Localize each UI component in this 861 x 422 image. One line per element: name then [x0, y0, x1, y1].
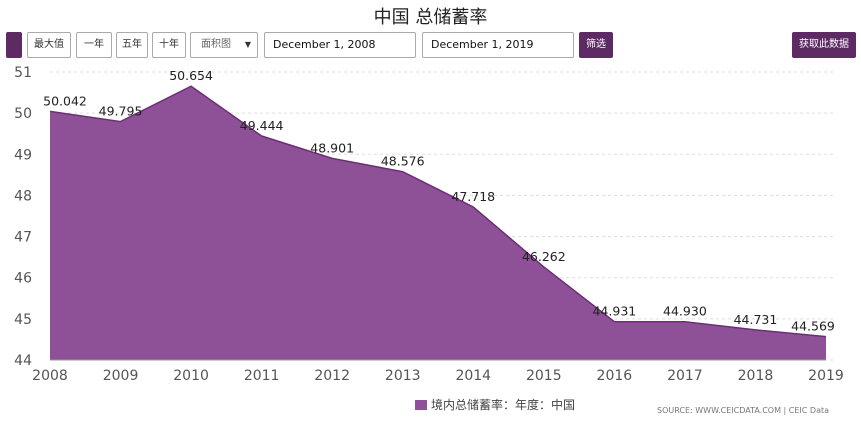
data-label: 46.262: [522, 249, 566, 264]
y-tick-label: 48: [14, 188, 32, 204]
get-data-button[interactable]: 获取此数据: [792, 32, 856, 58]
data-label: 49.795: [99, 104, 143, 119]
y-tick-label: 45: [14, 312, 32, 328]
filter-button[interactable]: 筛选: [579, 32, 613, 58]
chart-type-select[interactable]: 面积图 ▼: [190, 32, 258, 58]
data-label: 50.042: [43, 93, 87, 108]
x-tick-label: 2014: [455, 368, 491, 384]
y-tick-label: 44: [14, 353, 32, 369]
data-label: 44.931: [592, 304, 636, 319]
data-label: 44.569: [791, 319, 835, 334]
data-label: 48.901: [310, 140, 354, 155]
legend-label: 境内总储蓄率：年度：中国: [431, 398, 576, 412]
area-layer: [49, 85, 827, 361]
x-tick-label: 2010: [173, 368, 209, 384]
y-tick-label: 46: [14, 271, 32, 287]
series-line: [49, 85, 827, 338]
area-fill: [50, 86, 826, 361]
range-1y-button[interactable]: 一年: [76, 32, 112, 58]
x-tick-label: 2015: [526, 368, 562, 384]
x-tick-label: 2008: [32, 368, 68, 384]
y-tick-label: 47: [14, 230, 32, 246]
x-tick-label: 2009: [103, 368, 139, 384]
data-label: 44.731: [734, 312, 778, 327]
y-tick-label: 51: [14, 65, 32, 81]
range-max-button[interactable]: 最大值: [27, 32, 71, 58]
x-tick-label: 2017: [667, 368, 703, 384]
source-note: SOURCE: WWW.CEICDATA.COM | CEIC Data: [657, 406, 830, 415]
legend-swatch: [415, 400, 427, 410]
end-date-input[interactable]: December 1, 2019: [422, 32, 574, 58]
caret-down-icon: ▼: [244, 40, 251, 49]
x-axis: 2008 2009 2010 2011 2012 2013 2014 2015 2016 2017…: [32, 359, 844, 384]
y-axis: 44 45 46 47 48 49 50 51: [14, 65, 32, 369]
collapse-button[interactable]: [6, 32, 22, 58]
chart-type-value: 面积图: [201, 39, 231, 50]
chart-title: 中国 总储蓄率: [373, 7, 488, 28]
x-tick-label: 2011: [244, 368, 280, 384]
x-tick-label: 2019: [808, 368, 844, 384]
start-date-input[interactable]: December 1, 2008: [264, 32, 416, 58]
y-tick-label: 49: [14, 147, 32, 163]
range-5y-button[interactable]: 五年: [116, 32, 148, 58]
y-tick-label: 50: [14, 106, 32, 122]
data-label: 44.930: [663, 304, 707, 319]
data-label: 48.576: [381, 154, 425, 169]
data-label: 49.444: [240, 118, 284, 133]
x-tick-label: 2016: [597, 368, 633, 384]
range-10y-button[interactable]: 十年: [152, 32, 186, 58]
x-tick-label: 2012: [314, 368, 350, 384]
x-tick-label: 2013: [385, 368, 421, 384]
legend: 境内总储蓄率：年度：中国: [415, 396, 575, 413]
data-label: 47.718: [451, 189, 495, 204]
data-label: 50.654: [169, 68, 213, 83]
x-tick-label: 2018: [738, 368, 774, 384]
data-labels: 50.042 49.795 50.654 49.444 48.901 48.576 47.7…: [43, 68, 835, 333]
